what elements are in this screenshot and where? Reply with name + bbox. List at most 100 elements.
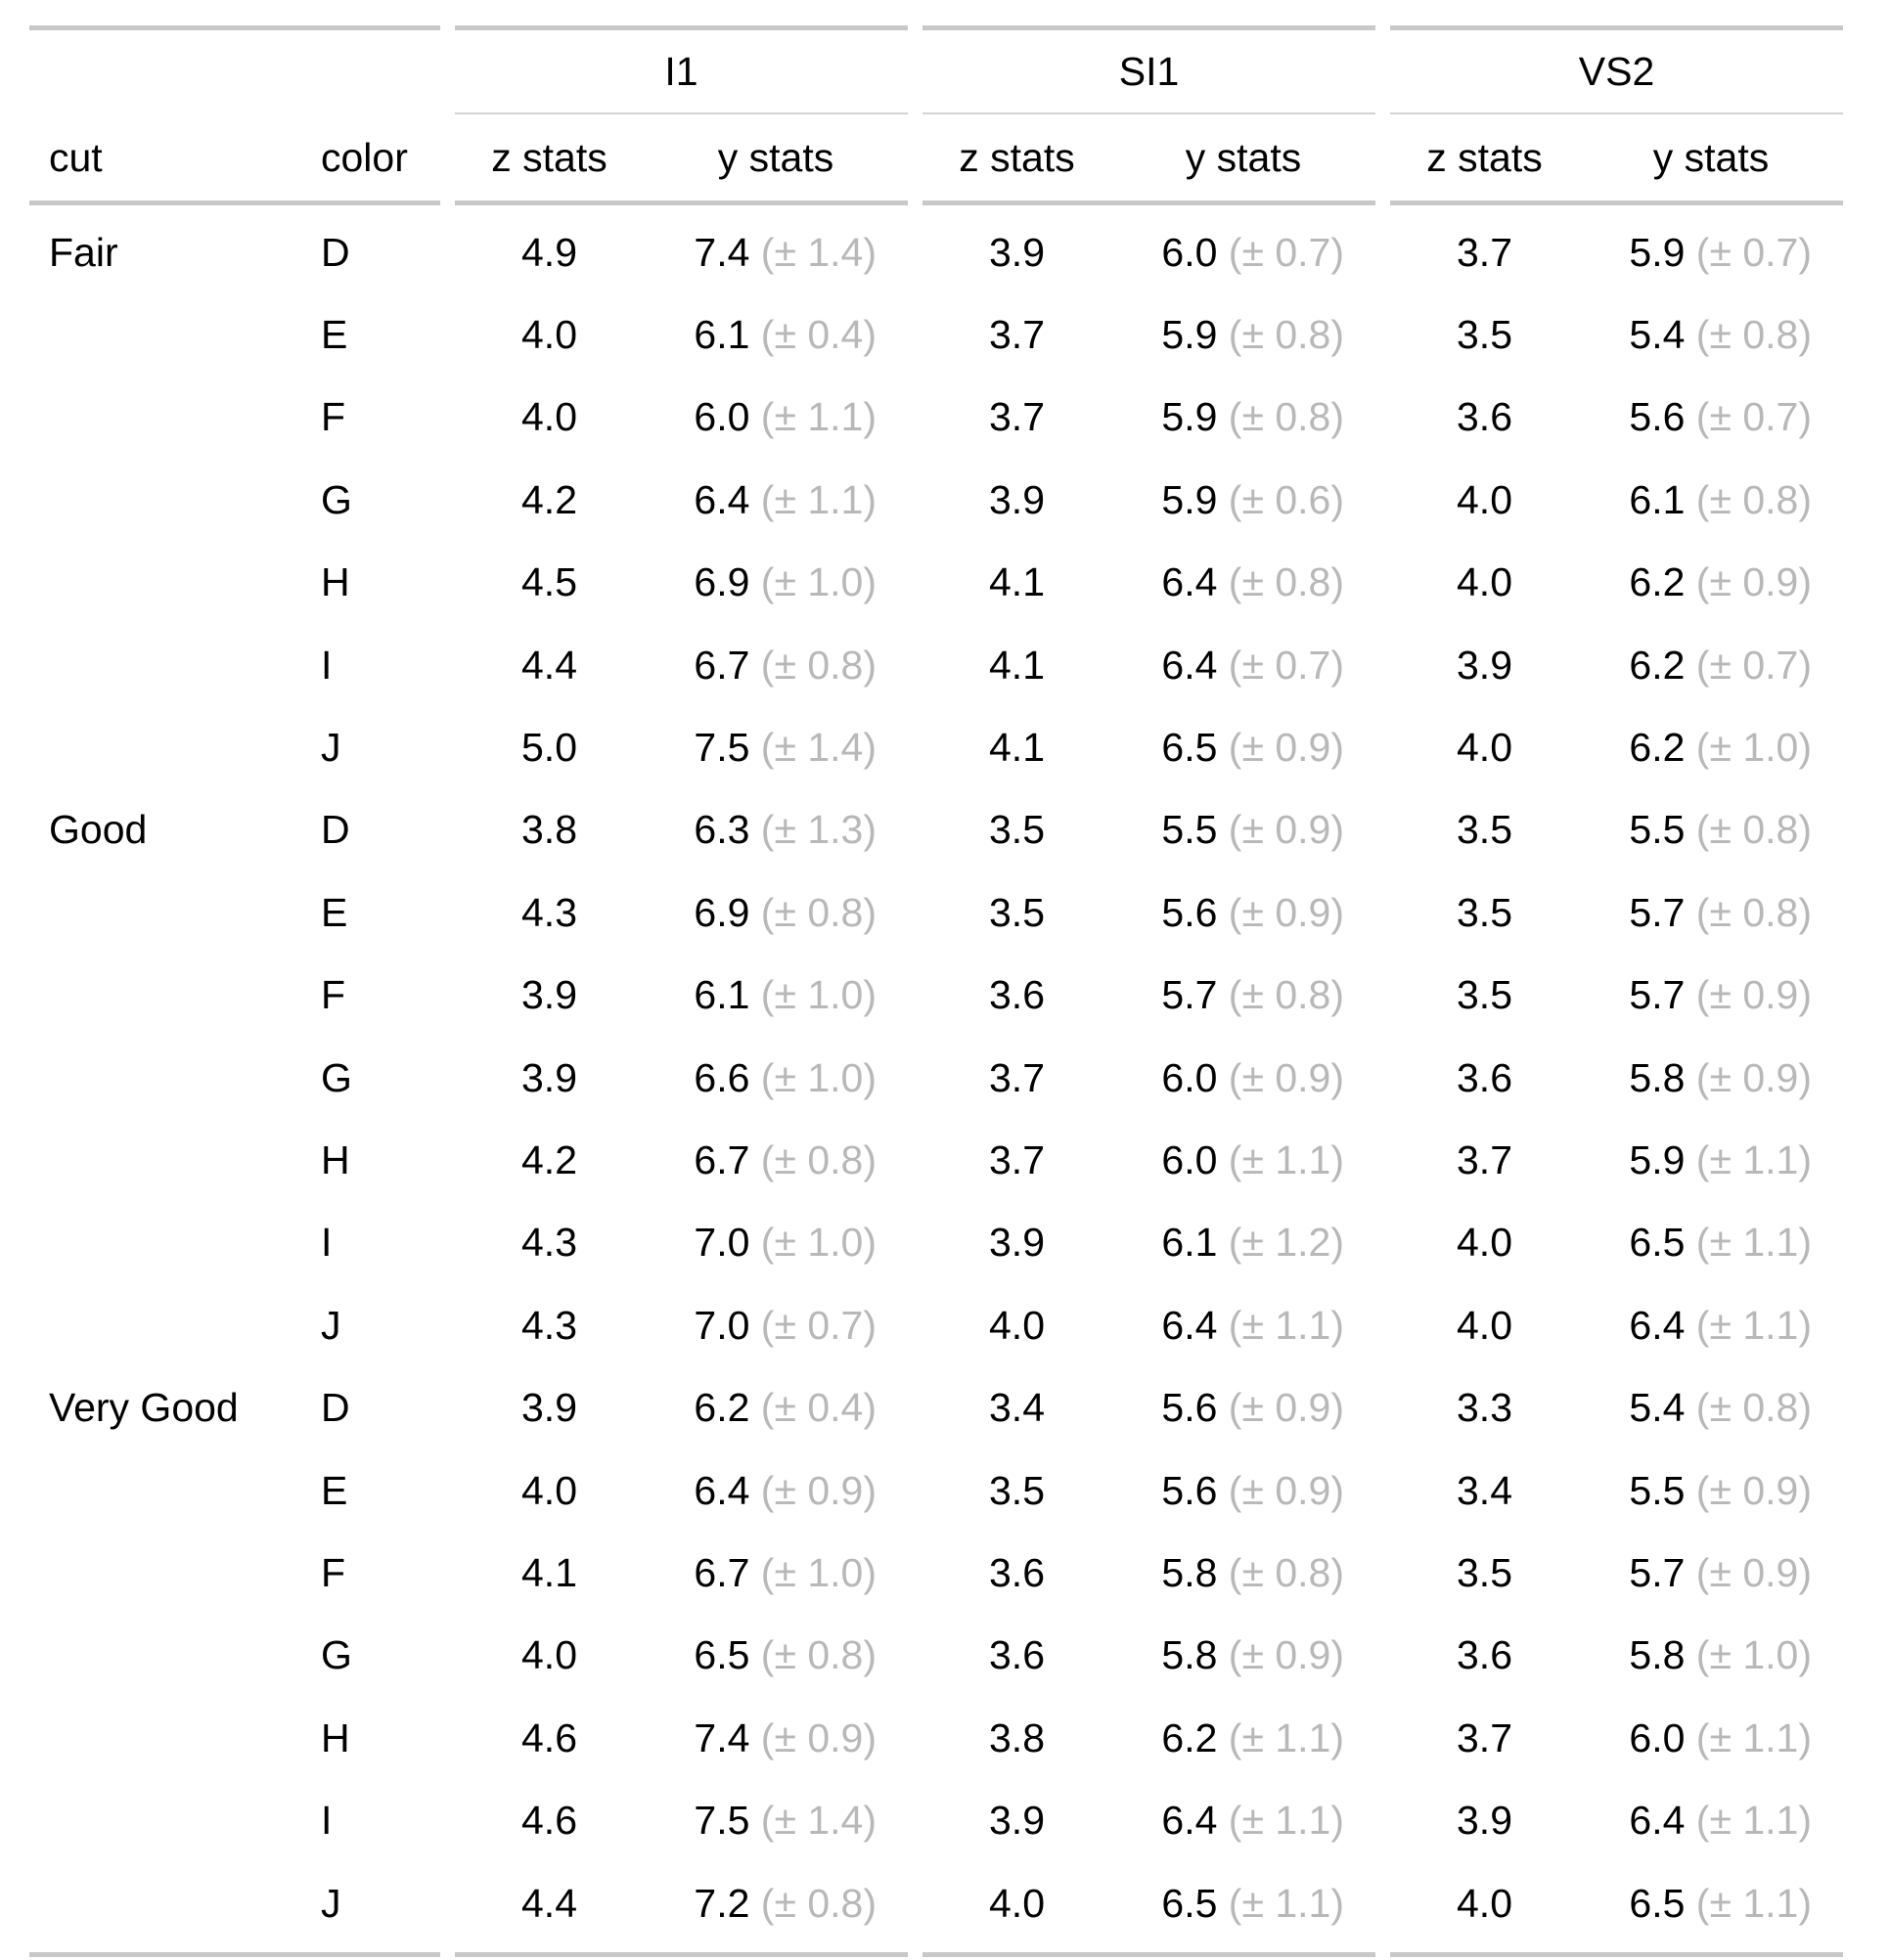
table-row: I 4.4 6.7 (± 0.8) 4.1 6.4 (± 0.7) 3.9 6.2 (± 0…: [29, 624, 1843, 706]
y-stat-cell: 5.5 (± 0.8): [1579, 789, 1843, 871]
cut-cell: [29, 377, 301, 459]
z-stat-cell: 3.7: [1457, 1136, 1512, 1182]
column-header-z-stats: z stats: [922, 114, 1111, 205]
table-row: H 4.6 7.4 (± 0.9) 3.8 6.2 (± 1.1) 3.7 6.0 (± 1…: [29, 1697, 1843, 1779]
color-cell: J: [321, 1880, 341, 1926]
y-stat-cell: 6.2 (± 0.7): [1579, 624, 1843, 706]
y-stat-cell: 5.6 (± 0.9): [1111, 1449, 1375, 1532]
y-sd-value: (± 0.9): [1228, 1467, 1344, 1513]
bottom-rule: [29, 1952, 1843, 1958]
y-stat-cell: 5.7 (± 0.9): [1579, 955, 1843, 1037]
y-stat-cell: 6.0 (± 0.7): [1111, 205, 1375, 293]
y-mean-value: 7.4: [694, 229, 750, 275]
z-stat-cell: 3.9: [521, 1385, 577, 1431]
color-cell: D: [321, 1385, 350, 1431]
cut-cell: [29, 871, 301, 954]
y-mean-value: 6.4: [1161, 1302, 1218, 1348]
table-row: H 4.2 6.7 (± 0.8) 3.7 6.0 (± 1.1) 3.7 5.9 (± 1…: [29, 1119, 1843, 1201]
y-sd-value: (± 0.8): [1695, 1385, 1812, 1431]
z-stat-cell: 3.5: [1457, 889, 1512, 935]
y-mean-value: 6.1: [1629, 476, 1686, 522]
y-stat-cell: 6.4 (± 0.7): [1111, 624, 1375, 706]
z-stat-cell: 4.2: [521, 476, 577, 522]
spanner-vs2: VS2: [1390, 30, 1843, 114]
y-sd-value: (± 1.1): [1695, 1880, 1812, 1926]
y-mean-value: 6.0: [694, 394, 750, 440]
cut-cell: [29, 1037, 301, 1119]
table-row: F 3.9 6.1 (± 1.0) 3.6 5.7 (± 0.8) 3.5 5.7 (± 0…: [29, 955, 1843, 1037]
z-stat-cell: 3.6: [1457, 1054, 1512, 1100]
y-mean-value: 6.4: [694, 476, 750, 522]
y-stat-cell: 6.7 (± 1.0): [644, 1532, 908, 1614]
y-sd-value: (± 0.8): [1695, 889, 1812, 935]
color-cell: F: [321, 1549, 346, 1595]
z-stat-cell: 4.0: [989, 1302, 1045, 1348]
y-stat-cell: 6.1 (± 0.4): [644, 293, 908, 376]
z-stat-cell: 3.7: [1457, 229, 1512, 275]
y-stat-cell: 5.8 (± 0.9): [1111, 1615, 1375, 1697]
summary-table: I1 SI1 VS2 cut color z stats y stats z s…: [29, 25, 1843, 1958]
y-sd-value: (± 0.4): [760, 312, 877, 358]
spanner-row: I1 SI1 VS2: [29, 30, 1843, 114]
color-cell: J: [321, 725, 341, 771]
z-stat-cell: 4.2: [521, 1136, 577, 1182]
y-sd-value: (± 1.0): [1695, 725, 1812, 771]
y-stat-cell: 6.0 (± 1.1): [1111, 1119, 1375, 1201]
z-stat-cell: 4.0: [989, 1880, 1045, 1926]
cut-cell: [29, 459, 301, 541]
z-stat-cell: 4.0: [1457, 559, 1512, 605]
y-sd-value: (± 0.8): [1228, 1549, 1344, 1595]
y-mean-value: 6.2: [1161, 1715, 1218, 1760]
cut-cell: [29, 1119, 301, 1201]
y-mean-value: 7.4: [694, 1715, 750, 1760]
z-stat-cell: 3.7: [1457, 1715, 1512, 1760]
cut-cell: [29, 1202, 301, 1284]
y-stat-cell: 5.6 (± 0.9): [1111, 1366, 1375, 1448]
color-cell: I: [321, 1798, 333, 1844]
color-cell: E: [321, 312, 348, 358]
spanner-i1: I1: [455, 30, 908, 114]
y-mean-value: 6.2: [1629, 642, 1686, 688]
y-sd-value: (± 1.1): [1695, 1136, 1812, 1182]
y-sd-value: (± 0.8): [1228, 312, 1344, 358]
z-stat-cell: 4.0: [1457, 1302, 1512, 1348]
y-mean-value: 6.1: [694, 972, 750, 1018]
y-mean-value: 6.5: [694, 1632, 750, 1678]
y-stat-cell: 6.0 (± 0.9): [1111, 1037, 1375, 1119]
color-cell: H: [321, 1136, 350, 1182]
z-stat-cell: 3.8: [989, 1715, 1045, 1760]
y-stat-cell: 6.5 (± 1.1): [1579, 1862, 1843, 1944]
table-row: J 5.0 7.5 (± 1.4) 4.1 6.5 (± 0.9) 4.0 6.2 (± 1…: [29, 706, 1843, 788]
y-mean-value: 6.4: [1161, 642, 1218, 688]
y-mean-value: 6.5: [1161, 725, 1218, 771]
z-stat-cell: 3.5: [989, 1467, 1045, 1513]
table-row: F 4.0 6.0 (± 1.1) 3.7 5.9 (± 0.8) 3.6 5.6 (± 0…: [29, 377, 1843, 459]
y-mean-value: 7.5: [694, 725, 750, 771]
y-stat-cell: 7.0 (± 0.7): [644, 1284, 908, 1366]
y-mean-value: 6.4: [1629, 1798, 1686, 1844]
y-mean-value: 6.9: [694, 559, 750, 605]
y-mean-value: 5.7: [1629, 1549, 1686, 1595]
z-stat-cell: 4.4: [521, 1880, 577, 1926]
z-stat-cell: 3.5: [1457, 807, 1512, 853]
y-mean-value: 6.2: [694, 1385, 750, 1431]
column-header-color: color: [301, 114, 440, 205]
color-cell: G: [321, 1632, 352, 1678]
y-sd-value: (± 1.1): [1228, 1715, 1344, 1760]
z-stat-cell: 4.9: [521, 229, 577, 275]
y-mean-value: 5.5: [1161, 807, 1218, 853]
y-mean-value: 5.8: [1629, 1632, 1686, 1678]
y-stat-cell: 6.9 (± 0.8): [644, 871, 908, 954]
y-sd-value: (± 0.9): [1228, 725, 1344, 771]
y-stat-cell: 5.7 (± 0.8): [1111, 955, 1375, 1037]
y-stat-cell: 6.1 (± 1.0): [644, 955, 908, 1037]
z-stat-cell: 3.9: [989, 229, 1045, 275]
z-stat-cell: 4.3: [521, 1220, 577, 1266]
y-sd-value: (± 0.9): [1695, 1467, 1812, 1513]
z-stat-cell: 3.6: [1457, 1632, 1512, 1678]
y-stat-cell: 7.5 (± 1.4): [644, 1779, 908, 1861]
y-stat-cell: 6.0 (± 1.1): [644, 377, 908, 459]
z-stat-cell: 3.3: [1457, 1385, 1512, 1431]
y-stat-cell: 6.5 (± 1.1): [1111, 1862, 1375, 1944]
z-stat-cell: 3.6: [1457, 394, 1512, 440]
